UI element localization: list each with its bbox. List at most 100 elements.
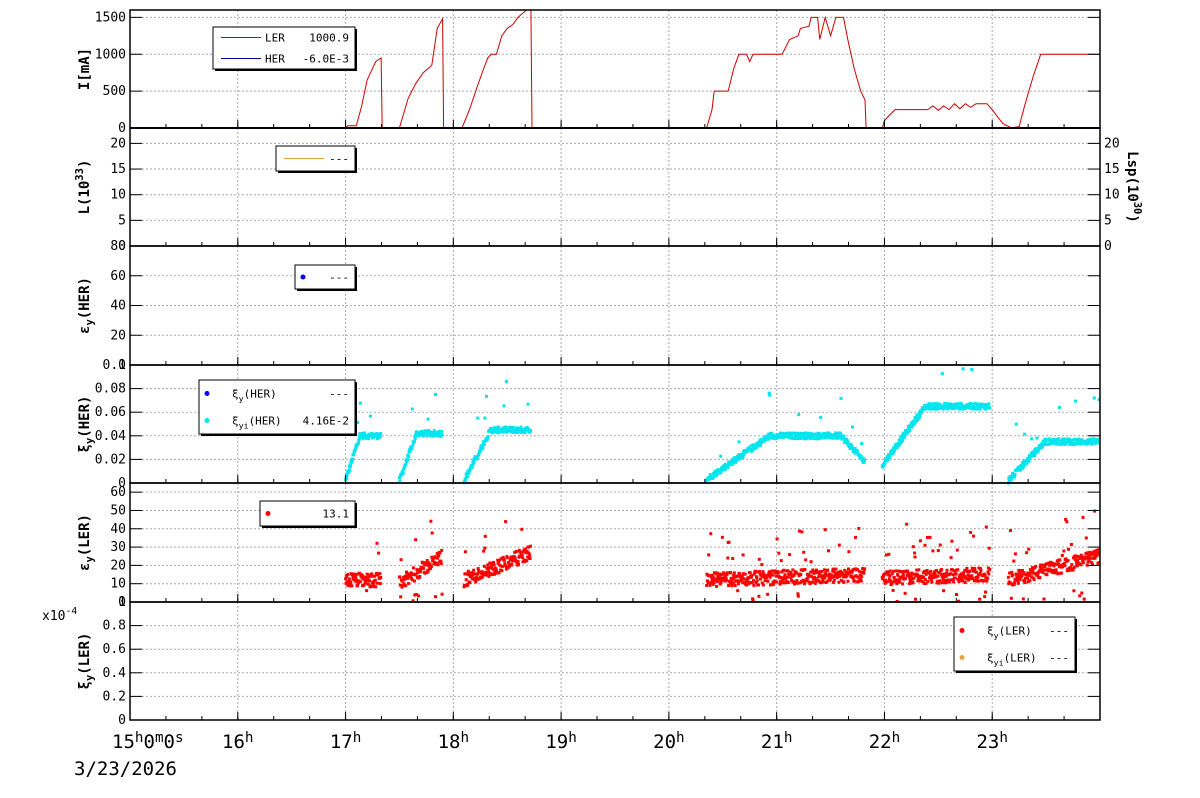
scatter-point <box>918 577 922 581</box>
scatter-point <box>1015 573 1019 577</box>
scatter-point <box>514 431 518 434</box>
scatter-point <box>424 571 428 575</box>
scatter-point <box>984 407 988 411</box>
scatter-point <box>897 569 901 573</box>
scatter-point <box>356 421 359 424</box>
scatter-point <box>1092 553 1096 557</box>
scatter-point <box>1038 576 1042 580</box>
scatter-point <box>768 393 772 397</box>
scatter-point <box>436 431 440 434</box>
scatter-point <box>513 550 517 554</box>
scatter-point <box>518 430 522 433</box>
scatter-point <box>483 534 487 538</box>
scatter-point <box>935 403 939 407</box>
scatter-point <box>793 582 796 586</box>
scatter-point <box>710 578 714 582</box>
scatter-point <box>789 576 793 580</box>
scatter-point <box>403 465 407 469</box>
scatter-point <box>842 580 846 584</box>
right-axis-title: Lsp(1030) <box>1124 151 1143 223</box>
scatter-point <box>375 432 379 435</box>
scatter-point <box>733 584 737 587</box>
scatter-point <box>969 405 973 409</box>
scatter-point <box>916 579 920 583</box>
y-tick-label: 0.1 <box>103 358 126 373</box>
scatter-point <box>744 583 748 587</box>
scatter-point <box>499 557 503 561</box>
scatter-point <box>754 446 758 450</box>
scatter-point <box>1061 565 1065 569</box>
scatter-point <box>936 549 940 553</box>
scatter-point <box>907 575 911 579</box>
scatter-point <box>942 589 946 593</box>
scatter-point <box>900 436 904 439</box>
scatter-point <box>490 564 493 568</box>
scatter-point <box>841 572 845 576</box>
scatter-point <box>1081 515 1085 519</box>
scatter-point <box>920 410 924 414</box>
scatter-point <box>754 581 758 584</box>
scatter-point <box>378 582 382 585</box>
scatter-point <box>1006 575 1010 579</box>
scatter-point <box>769 583 773 587</box>
scatter-point <box>418 574 422 578</box>
scatter-point <box>791 568 795 572</box>
scatter-point <box>925 569 929 572</box>
scatter-point <box>426 570 430 574</box>
scatter-point <box>1098 438 1100 441</box>
scatter-point <box>470 571 474 575</box>
scatter-point <box>722 576 726 580</box>
scatter-point <box>955 548 959 552</box>
scatter-point <box>804 431 808 435</box>
scatter-point <box>933 573 937 577</box>
scatter-point <box>516 560 520 564</box>
scatter-point <box>368 579 371 583</box>
scatter-point <box>977 579 981 583</box>
scatter-point <box>726 556 730 560</box>
scatter-point <box>502 404 506 408</box>
scatter-point <box>1040 445 1044 449</box>
scatter-point <box>793 431 797 435</box>
scatter-point <box>909 578 913 581</box>
scatter-point <box>478 577 481 581</box>
scatter-point <box>712 581 716 584</box>
scatter-point <box>853 446 857 450</box>
scatter-point <box>971 577 975 580</box>
scatter-point <box>926 580 930 584</box>
scatter-point <box>780 434 784 438</box>
scatter-point <box>489 566 493 570</box>
scatter-point <box>923 407 927 411</box>
scatter-point <box>526 555 530 559</box>
scatter-point <box>857 526 861 530</box>
scatter-point <box>815 571 819 575</box>
scatter-point <box>524 428 528 432</box>
scatter-point <box>521 556 525 560</box>
scatter-point <box>719 470 723 474</box>
scatter-point <box>705 583 709 587</box>
scatter-point <box>892 449 896 453</box>
scatter-point <box>1075 564 1079 568</box>
scatter-point <box>709 532 713 536</box>
scatter-point <box>1042 597 1046 601</box>
scatter-point <box>749 575 753 579</box>
y-tick-label: 0.08 <box>95 382 126 397</box>
scatter-point <box>492 560 496 564</box>
scatter-point <box>1047 437 1051 441</box>
scatter-point <box>762 435 766 439</box>
scatter-point <box>978 571 982 575</box>
scatter-point <box>766 437 770 441</box>
scatter-point <box>901 574 905 578</box>
scatter-point <box>964 575 968 579</box>
scatter-point <box>783 573 787 577</box>
scatter-point <box>950 539 954 543</box>
scatter-point <box>1013 581 1017 585</box>
scatter-point <box>857 579 861 583</box>
scatter-point <box>987 546 991 550</box>
scatter-point <box>817 575 821 579</box>
scatter-point <box>928 403 932 407</box>
scatter-point <box>967 574 971 578</box>
legend-box <box>259 500 356 527</box>
scatter-point <box>802 431 806 435</box>
scatter-point <box>485 573 488 577</box>
scatter-point <box>963 581 967 584</box>
